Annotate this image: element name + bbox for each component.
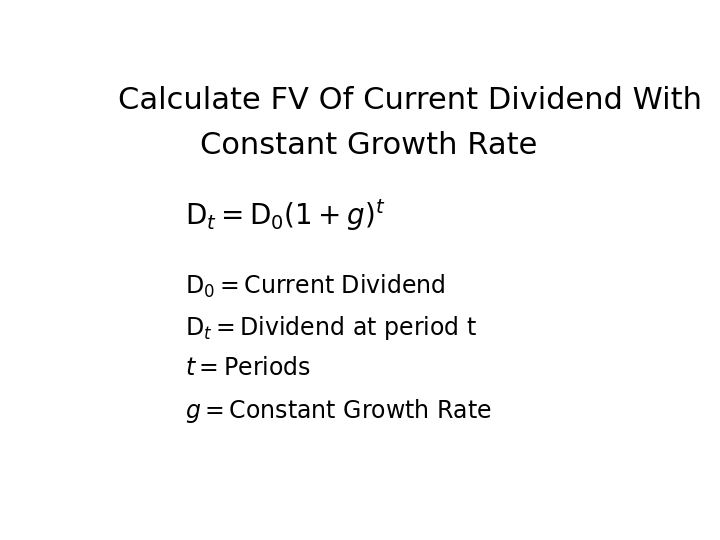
- Text: $t = \mathrm{Periods}$: $t = \mathrm{Periods}$: [185, 356, 311, 380]
- Text: $g = \mathrm{Constant\ Growth\ Rate}$: $g = \mathrm{Constant\ Growth\ Rate}$: [185, 397, 492, 426]
- Text: Calculate FV Of Current Dividend With: Calculate FV Of Current Dividend With: [118, 85, 702, 114]
- Text: $\mathrm{D}_0 = \mathrm{Current\ Dividend}$: $\mathrm{D}_0 = \mathrm{Current\ Dividen…: [185, 273, 446, 300]
- Text: Constant Growth Rate: Constant Growth Rate: [200, 131, 538, 160]
- Text: $\mathrm{D}_t = \mathrm{D}_0(1+g)^t$: $\mathrm{D}_t = \mathrm{D}_0(1+g)^t$: [185, 198, 385, 233]
- Text: $\mathrm{D}_t = \mathrm{Dividend\ at\ period\ t}$: $\mathrm{D}_t = \mathrm{Dividend\ at\ pe…: [185, 314, 477, 342]
